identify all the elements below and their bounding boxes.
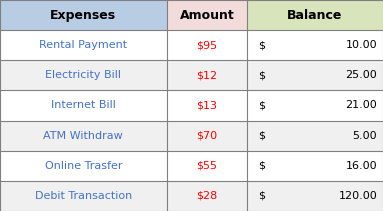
Bar (247, 120, 383, 151)
Bar (0, 91, 167, 120)
Text: $: $ (259, 131, 265, 141)
Bar (167, 60, 247, 91)
Bar (167, 30, 247, 60)
Bar (0, 30, 167, 60)
Text: 21.00: 21.00 (345, 100, 377, 111)
Text: ATM Withdraw: ATM Withdraw (43, 131, 123, 141)
Text: $95: $95 (196, 40, 218, 50)
Text: 120.00: 120.00 (339, 191, 377, 201)
Bar (247, 60, 383, 91)
Bar (167, 91, 247, 120)
Text: 16.00: 16.00 (345, 161, 377, 171)
Text: Expenses: Expenses (50, 9, 116, 22)
Text: $: $ (259, 191, 265, 201)
Text: 10.00: 10.00 (345, 40, 377, 50)
Bar (167, 181, 247, 211)
Text: $12: $12 (196, 70, 218, 80)
Bar (0, 151, 167, 181)
Bar (0, 120, 167, 151)
Text: $: $ (259, 100, 265, 111)
Bar (247, 30, 383, 60)
Text: $70: $70 (196, 131, 218, 141)
Text: Rental Payment: Rental Payment (39, 40, 128, 50)
Bar (0, 0, 167, 30)
Text: $: $ (259, 70, 265, 80)
Text: Amount: Amount (180, 9, 234, 22)
Text: $: $ (259, 40, 265, 50)
Text: $28: $28 (196, 191, 218, 201)
Bar (0, 60, 167, 91)
Bar (167, 0, 247, 30)
Text: Internet Bill: Internet Bill (51, 100, 116, 111)
Text: $55: $55 (196, 161, 217, 171)
Text: 5.00: 5.00 (353, 131, 377, 141)
Bar (0, 181, 167, 211)
Bar (167, 151, 247, 181)
Text: Online Trasfer: Online Trasfer (44, 161, 122, 171)
Bar (247, 181, 383, 211)
Bar (167, 120, 247, 151)
Bar (247, 151, 383, 181)
Text: $: $ (259, 161, 265, 171)
Text: Electricity Bill: Electricity Bill (45, 70, 121, 80)
Text: Balance: Balance (287, 9, 343, 22)
Bar (247, 91, 383, 120)
Text: Debit Transaction: Debit Transaction (35, 191, 132, 201)
Text: $13: $13 (196, 100, 217, 111)
Bar (247, 0, 383, 30)
Text: 25.00: 25.00 (345, 70, 377, 80)
